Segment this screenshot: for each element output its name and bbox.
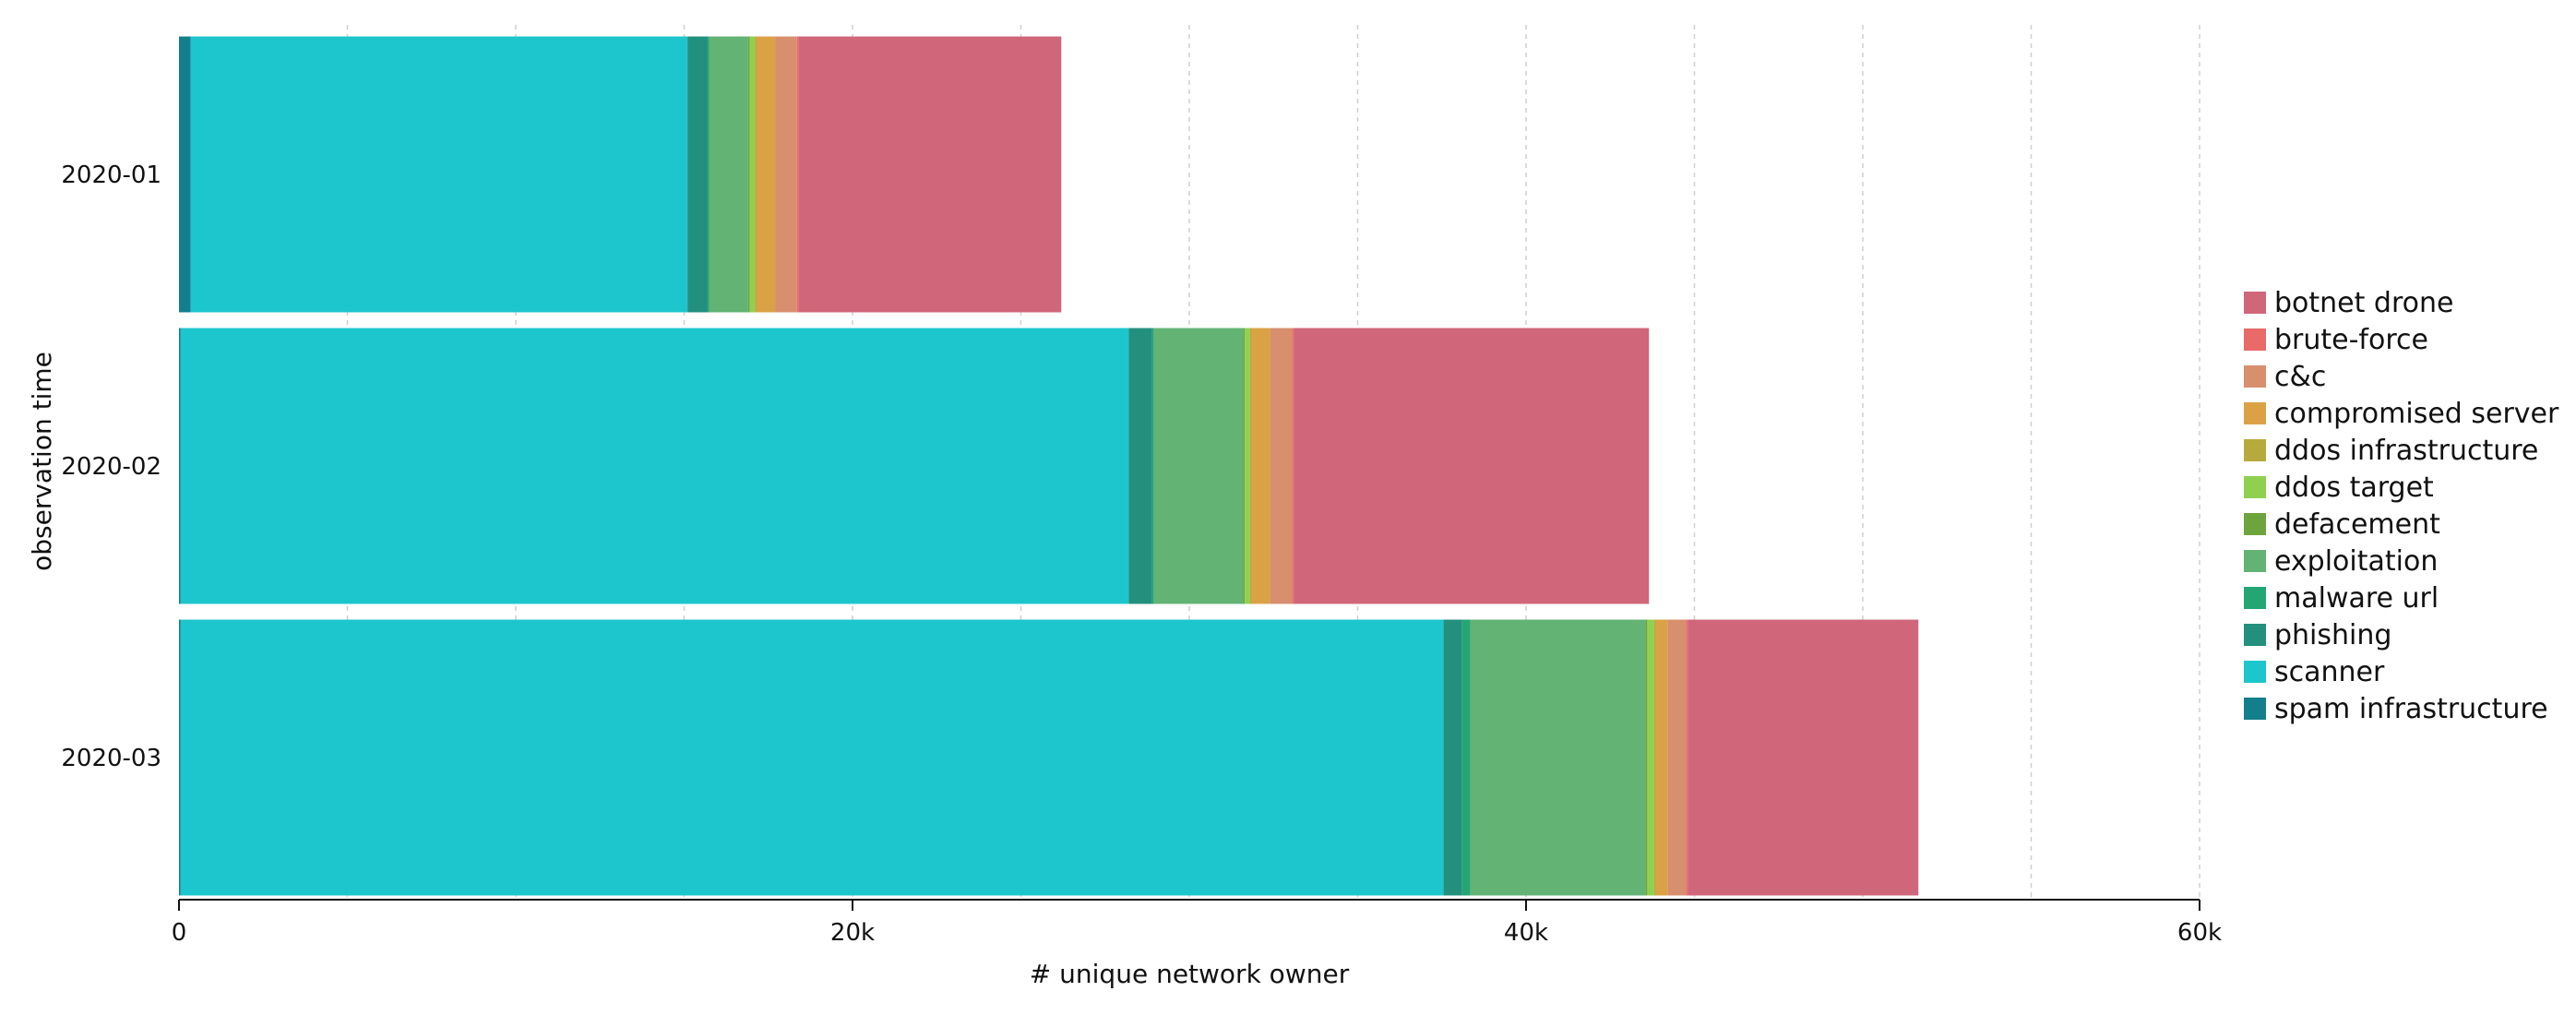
x-axis-title: # unique network owner (1030, 959, 1350, 989)
x-tick-label: 60k (2177, 919, 2222, 947)
bar-segment-brute-force (1686, 619, 1688, 896)
legend-swatch (2244, 698, 2266, 720)
legend-label: ddos target (2274, 472, 2434, 504)
bar-segment-botnet-drone (798, 36, 1062, 313)
legend-swatch (2244, 292, 2266, 314)
bar-segment-c-c (775, 36, 797, 313)
y-tick-label: 2020-02 (61, 453, 161, 481)
bar-segment-scanner (190, 36, 688, 313)
bar-segment-exploitation (1153, 328, 1244, 604)
legend-swatch (2244, 587, 2266, 609)
bar-segment-ddos-infrastructure (1249, 328, 1252, 604)
legend-label: scanner (2274, 656, 2385, 688)
legend-swatch (2244, 439, 2266, 461)
bar-segment-ddos-target (749, 36, 756, 313)
legend-label: defacement (2274, 508, 2440, 541)
legend-swatch (2244, 402, 2266, 424)
legend-label: ddos infrastructure (2274, 435, 2538, 467)
y-ticks: 2020-01 2020-02 2020-03 (61, 161, 161, 772)
y-axis-title: observation time (27, 352, 57, 571)
bar-segment-malware-url (1151, 328, 1154, 604)
legend-label: phishing (2274, 619, 2391, 651)
y-tick-label: 2020-03 (61, 745, 161, 772)
bar-segment-brute-force (1292, 328, 1294, 604)
bar-segment-malware-url (1461, 619, 1471, 896)
bar-segment-c-c (1270, 328, 1293, 604)
x-tick-label: 0 (172, 919, 187, 947)
legend-swatch (2244, 365, 2266, 388)
x-ticks: 0 20k 40k 60k (172, 900, 2222, 947)
legend-label: compromised server (2274, 398, 2559, 430)
x-tick-label: 20k (830, 919, 875, 947)
bar-segment-phishing (687, 36, 709, 313)
legend-label: exploitation (2274, 545, 2438, 578)
bar-segment-brute-force (796, 36, 799, 313)
legend-swatch (2244, 328, 2266, 351)
legend-label: brute-force (2274, 324, 2428, 356)
bar-segment-scanner (180, 328, 1129, 604)
bar-segment-defacement (1645, 619, 1648, 896)
legend: botnet drone brute-force c&c compromised se… (2244, 287, 2559, 725)
legend-label: malware url (2274, 582, 2439, 615)
bars (179, 36, 1919, 896)
legend-label: spam infrastructure (2274, 693, 2548, 725)
legend-swatch (2244, 550, 2266, 572)
x-tick-label: 40k (1504, 919, 1548, 947)
legend-swatch (2244, 624, 2266, 646)
bar-segment-spam-infrastructure (179, 619, 181, 896)
bar-segment-defacement (1243, 328, 1246, 604)
bar-segment-ddos-target (1245, 328, 1250, 604)
legend-swatch (2244, 661, 2266, 683)
bar-segment-malware-url (708, 36, 710, 313)
bar-segment-compromised-server (756, 36, 776, 313)
bar-segment-compromised-server (1655, 619, 1668, 896)
bar-segment-ddos-infrastructure (1653, 619, 1656, 896)
bar-segment-exploitation (1470, 619, 1646, 896)
bar-segment-ddos-infrastructure (755, 36, 757, 313)
legend-label: botnet drone (2274, 287, 2453, 319)
legend-label: c&c (2274, 361, 2326, 393)
bar-segment-compromised-server (1251, 328, 1270, 604)
y-tick-label: 2020-01 (61, 161, 161, 189)
bar-segment-c-c (1667, 619, 1687, 896)
bar-segment-ddos-target (1647, 619, 1654, 896)
bar-segment-botnet-drone (1294, 328, 1650, 604)
bar-segment-botnet-drone (1688, 619, 1919, 896)
bar-segment-phishing (1128, 328, 1152, 604)
bar-segment-exploitation (709, 36, 748, 313)
bar-segment-defacement (747, 36, 750, 313)
bar-segment-scanner (180, 619, 1444, 896)
bar-segment-spam-infrastructure (179, 328, 181, 604)
bar-segment-phishing (1443, 619, 1462, 896)
legend-swatch (2244, 476, 2266, 498)
bar-segment-spam-infrastructure (179, 36, 191, 313)
legend-swatch (2244, 513, 2266, 535)
